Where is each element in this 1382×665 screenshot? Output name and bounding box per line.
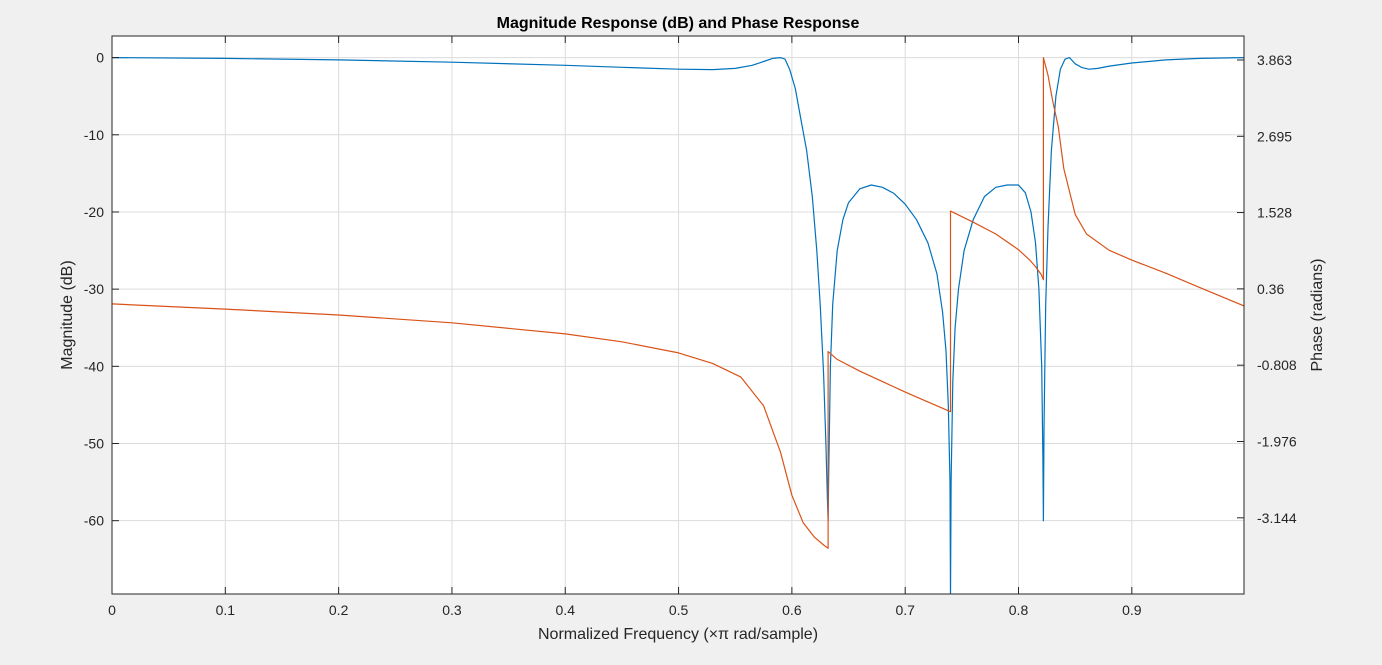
x-tick-label: 0.1 bbox=[216, 602, 236, 618]
y-right-tick-label: -1.976 bbox=[1257, 433, 1297, 449]
phase-response-line bbox=[112, 56, 1244, 549]
x-tick-label: 0.7 bbox=[895, 602, 915, 618]
y-axis-label-right: Phase (radians) bbox=[1309, 259, 1326, 372]
y-axis-label-left: Magnitude (dB) bbox=[59, 260, 76, 369]
y-left-tick-label: -20 bbox=[84, 204, 104, 220]
y-right-tick-label: 2.695 bbox=[1257, 128, 1292, 144]
x-tick-label: 0.5 bbox=[669, 602, 689, 618]
ticks-layer: 0 0.1 0.2 0.3 0.4 0.5 0.6 0.7 0.8 0.9 0 -10 -20 -30 -4… bbox=[84, 36, 1297, 618]
x-tick-label: 0.3 bbox=[442, 602, 462, 618]
y-left-tick-label: 0 bbox=[96, 50, 104, 66]
y-right-tick-label: 3.863 bbox=[1257, 52, 1292, 68]
grid bbox=[111, 36, 1244, 594]
chart-title: Magnitude Response (dB) and Phase Respon… bbox=[497, 15, 860, 32]
x-tick-label: 0.9 bbox=[1122, 602, 1142, 618]
x-tick-label: 0.8 bbox=[1009, 602, 1029, 618]
x-tick-label: 0.2 bbox=[329, 602, 349, 618]
y-left-tick-label: -50 bbox=[84, 436, 104, 452]
x-tick-label: 0.4 bbox=[556, 602, 576, 618]
y-right-tick-label: -0.808 bbox=[1257, 357, 1297, 373]
y-left-tick-label: -30 bbox=[84, 281, 104, 297]
y-left-tick-label: -10 bbox=[84, 127, 104, 143]
y-right-tick-label: 1.528 bbox=[1257, 205, 1292, 221]
series-layer bbox=[112, 56, 1244, 594]
y-left-tick-label: -40 bbox=[84, 358, 104, 374]
magnitude-response-line bbox=[112, 56, 1244, 594]
text-layer: Magnitude Response (dB) and Phase Respon… bbox=[59, 15, 1326, 643]
plot-frame bbox=[111, 35, 1245, 595]
x-tick-label: 0.6 bbox=[782, 602, 802, 618]
y-left-tick-label: -60 bbox=[84, 513, 104, 529]
plot-area bbox=[112, 36, 1244, 594]
y-right-tick-label: 0.36 bbox=[1257, 281, 1284, 297]
x-axis-label: Normalized Frequency (×π rad/sample) bbox=[538, 626, 818, 643]
x-tick-label: 0 bbox=[108, 602, 116, 618]
y-right-tick-label: -3.144 bbox=[1257, 510, 1297, 526]
